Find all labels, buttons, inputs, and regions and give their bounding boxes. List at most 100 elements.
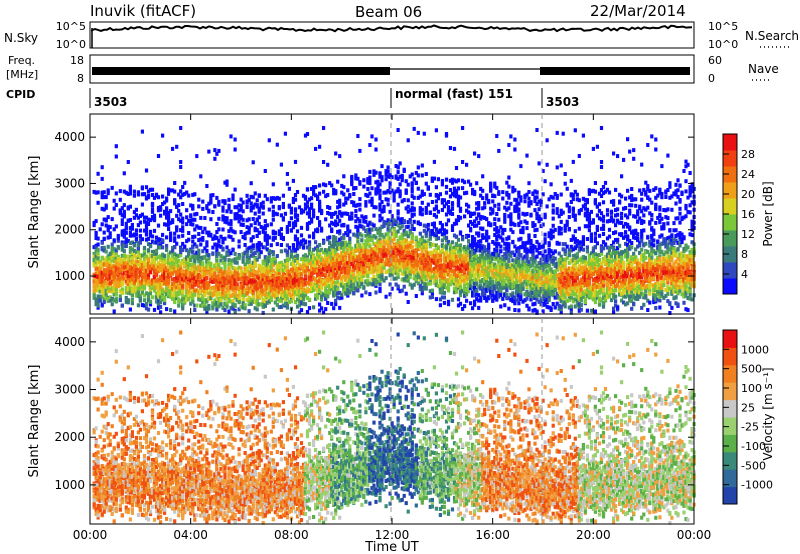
echo-cell <box>98 298 102 303</box>
echo-cell <box>94 256 98 261</box>
echo-cell <box>346 188 350 193</box>
echo-cell <box>374 147 378 152</box>
echo-cell <box>177 285 181 290</box>
echo-cell <box>372 234 376 239</box>
echo-cell <box>205 299 209 304</box>
echo-cell <box>235 275 239 280</box>
echo-cell <box>124 276 128 280</box>
echo-cell <box>370 277 374 282</box>
echo-cell <box>273 261 277 266</box>
echo-cell <box>356 281 360 286</box>
echo-cell <box>285 257 289 262</box>
echo-cell <box>136 263 140 267</box>
echo-cell <box>312 188 316 193</box>
echo-cell <box>229 235 233 240</box>
echo-cell <box>108 288 112 293</box>
echo-cell <box>291 245 295 250</box>
echo-cell <box>231 266 235 270</box>
echo-cell <box>187 252 191 257</box>
echo-cell <box>247 280 251 285</box>
echo-cell <box>241 200 245 205</box>
echo-cell <box>152 213 157 218</box>
echo-cell <box>310 277 314 282</box>
echo-cell <box>148 264 153 269</box>
echo-cell <box>134 271 138 276</box>
echo-cell <box>132 193 136 198</box>
echo-cell <box>253 191 257 196</box>
echo-cell <box>112 264 116 269</box>
echo-cell <box>362 251 366 256</box>
echo-cell <box>388 251 392 256</box>
echo-cell <box>193 292 197 297</box>
echo-cell <box>185 190 189 195</box>
echo-cell <box>112 292 116 297</box>
echo-cell <box>271 213 275 218</box>
echo-cell <box>299 225 304 230</box>
echo-cell <box>215 288 219 293</box>
echo-cell <box>102 236 106 241</box>
echo-cell <box>265 282 269 287</box>
echo-cell <box>358 280 362 285</box>
echo-cell <box>352 192 356 196</box>
echo-cell <box>320 283 324 288</box>
echo-cell <box>122 261 126 266</box>
echo-cell <box>120 232 124 237</box>
echo-cell <box>237 293 241 298</box>
echo-cell <box>251 273 255 278</box>
echo-cell <box>96 236 100 241</box>
echo-cell <box>159 295 163 300</box>
echo-cell <box>213 148 217 153</box>
echo-cell <box>239 283 243 288</box>
echo-cell <box>253 257 257 262</box>
echo-cell <box>291 269 295 274</box>
echo-cell <box>144 306 149 311</box>
echo-cell <box>207 256 211 261</box>
echo-cell <box>181 297 185 302</box>
echo-cell <box>94 190 98 195</box>
echo-cell <box>314 264 318 269</box>
echo-cell <box>338 202 342 207</box>
echo-cell <box>346 282 350 287</box>
echo-cell <box>382 278 386 283</box>
echo-cell <box>128 241 132 245</box>
echo-cell <box>152 288 157 293</box>
echo-cell <box>221 306 225 310</box>
echo-cell <box>134 256 138 261</box>
echo-cell <box>370 282 374 287</box>
echo-cell <box>314 285 318 290</box>
echo-cell <box>247 226 251 231</box>
echo-cell <box>263 299 267 304</box>
echo-cell <box>217 282 221 287</box>
echo-cell <box>150 193 155 197</box>
echo-cell <box>356 216 360 221</box>
echo-cell <box>233 310 237 315</box>
echo-cell <box>114 268 118 273</box>
echo-cell <box>328 181 332 186</box>
echo-cell <box>307 306 312 311</box>
echo-cell <box>386 197 390 202</box>
echo-cell <box>217 227 221 232</box>
echo-cell <box>326 260 330 265</box>
echo-cell <box>281 268 285 273</box>
echo-cell <box>148 299 153 304</box>
echo-cell <box>348 215 352 220</box>
echo-cell <box>374 137 378 142</box>
echo-cell <box>352 251 356 256</box>
echo-cell <box>231 277 235 282</box>
echo-cell <box>328 255 332 260</box>
echo-cell <box>285 181 289 186</box>
echo-cell <box>287 286 291 290</box>
echo-cell <box>384 270 388 275</box>
echo-cell <box>120 264 124 269</box>
echo-cell <box>177 292 181 297</box>
echo-cell <box>364 255 368 260</box>
echo-cell <box>388 282 392 287</box>
echo-cell <box>336 229 340 234</box>
echo-cell <box>293 254 298 259</box>
echo-cell <box>229 209 233 214</box>
echo-cell <box>334 242 338 247</box>
echo-cell <box>263 226 267 231</box>
echo-cell <box>293 287 298 292</box>
echo-cell <box>324 296 328 301</box>
echo-cell <box>116 277 120 281</box>
